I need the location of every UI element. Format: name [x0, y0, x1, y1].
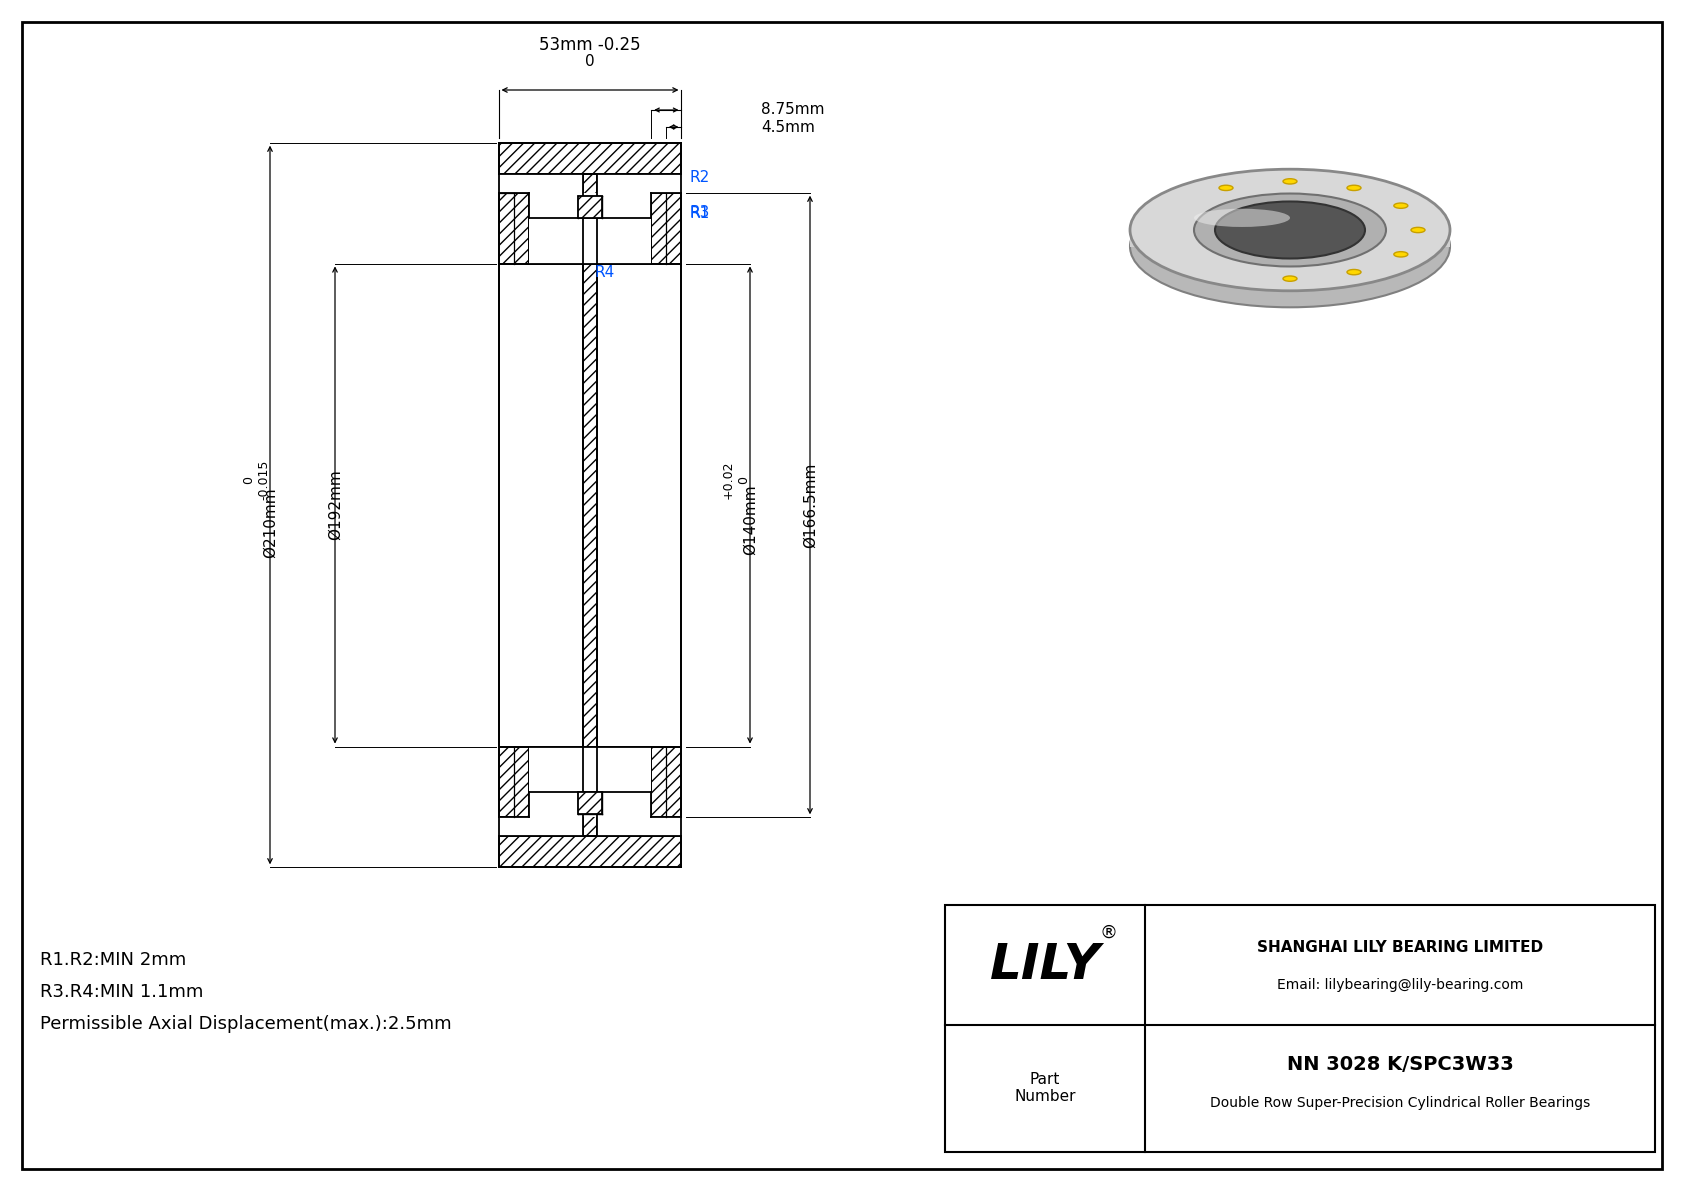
Text: NN 3028 K/SPC3W33: NN 3028 K/SPC3W33: [1287, 1055, 1514, 1074]
Polygon shape: [583, 174, 596, 836]
Text: LILY: LILY: [990, 941, 1100, 989]
Polygon shape: [652, 193, 682, 263]
Polygon shape: [529, 218, 652, 263]
Polygon shape: [1130, 230, 1450, 247]
Text: ®: ®: [1100, 924, 1116, 942]
Polygon shape: [529, 747, 652, 792]
Polygon shape: [529, 218, 652, 263]
Text: Permissible Axial Displacement(max.):2.5mm: Permissible Axial Displacement(max.):2.5…: [40, 1015, 451, 1033]
Ellipse shape: [1219, 186, 1233, 191]
Polygon shape: [652, 747, 682, 817]
Text: Part
Number: Part Number: [1014, 1072, 1076, 1104]
Ellipse shape: [1130, 169, 1450, 291]
Ellipse shape: [1347, 186, 1361, 191]
Polygon shape: [529, 747, 652, 792]
Ellipse shape: [1194, 193, 1386, 267]
Text: Double Row Super-Precision Cylindrical Roller Bearings: Double Row Super-Precision Cylindrical R…: [1209, 1096, 1590, 1110]
Polygon shape: [578, 792, 603, 815]
Text: SHANGHAI LILY BEARING LIMITED: SHANGHAI LILY BEARING LIMITED: [1256, 940, 1543, 954]
Ellipse shape: [1394, 202, 1408, 208]
Polygon shape: [1214, 230, 1366, 247]
Text: R1: R1: [689, 206, 709, 222]
Text: R4: R4: [594, 266, 615, 280]
Polygon shape: [498, 174, 583, 193]
Polygon shape: [498, 747, 529, 817]
Ellipse shape: [1283, 276, 1297, 281]
Ellipse shape: [1394, 251, 1408, 257]
Polygon shape: [596, 817, 682, 836]
Text: 53mm -0.25: 53mm -0.25: [539, 36, 642, 54]
Text: 8.75mm: 8.75mm: [761, 102, 825, 118]
Ellipse shape: [1411, 227, 1425, 232]
Text: Ø140mm: Ø140mm: [743, 485, 758, 555]
Text: 0
-0.015: 0 -0.015: [242, 460, 269, 500]
Polygon shape: [498, 193, 529, 263]
Polygon shape: [529, 792, 652, 817]
Text: 4.5mm: 4.5mm: [761, 119, 815, 135]
Polygon shape: [578, 195, 603, 218]
Polygon shape: [498, 836, 682, 867]
Text: R3.R4:MIN 1.1mm: R3.R4:MIN 1.1mm: [40, 983, 204, 1000]
Ellipse shape: [1214, 218, 1366, 275]
Text: R2: R2: [689, 170, 709, 186]
Polygon shape: [498, 143, 682, 174]
Ellipse shape: [1194, 208, 1290, 227]
Text: Email: lilybearing@lily-bearing.com: Email: lilybearing@lily-bearing.com: [1276, 978, 1524, 992]
Ellipse shape: [1130, 186, 1450, 307]
Ellipse shape: [1283, 179, 1297, 185]
Text: R1.R2:MIN 2mm: R1.R2:MIN 2mm: [40, 950, 187, 969]
Text: R3: R3: [689, 205, 709, 220]
Ellipse shape: [1347, 269, 1361, 275]
Ellipse shape: [1214, 201, 1366, 258]
Polygon shape: [529, 193, 652, 218]
Polygon shape: [596, 174, 682, 193]
Polygon shape: [945, 905, 1655, 1152]
Polygon shape: [498, 817, 583, 836]
Text: +0.02
0: +0.02 0: [722, 461, 749, 499]
Text: Ø192mm: Ø192mm: [327, 469, 342, 541]
Text: 0: 0: [584, 55, 594, 69]
Text: Ø166.5mm: Ø166.5mm: [803, 462, 817, 548]
Text: Ø210mm: Ø210mm: [263, 487, 278, 559]
